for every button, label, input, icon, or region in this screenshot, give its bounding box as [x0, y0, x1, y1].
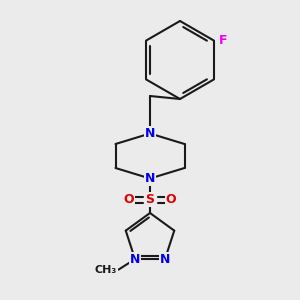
Text: N: N [145, 127, 155, 140]
Text: O: O [166, 193, 176, 206]
Text: N: N [130, 253, 140, 266]
Text: F: F [218, 34, 227, 47]
Text: S: S [146, 193, 154, 206]
Text: N: N [160, 253, 170, 266]
Text: O: O [124, 193, 134, 206]
Text: N: N [145, 172, 155, 185]
Text: CH₃: CH₃ [95, 265, 117, 275]
